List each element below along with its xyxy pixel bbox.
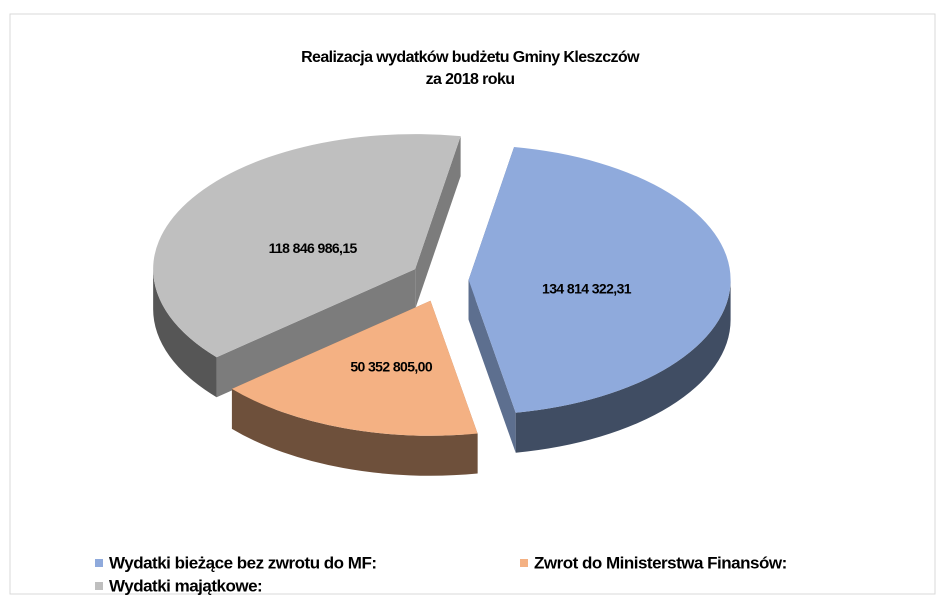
slice-wall — [153, 269, 217, 398]
pie-slice — [468, 146, 731, 413]
data-label: 118 846 986,15 — [269, 240, 358, 256]
legend-label: Wydatki majątkowe: — [109, 576, 262, 595]
pie-slice — [231, 300, 478, 436]
legend-label: Wydatki bieżące bez zwrotu do MF: — [109, 553, 377, 572]
legend-swatch — [520, 559, 528, 567]
data-label: 50 352 805,00 — [350, 359, 433, 375]
chart-title: Realizacja wydatków budżetu Gminy Kleszc… — [301, 49, 640, 66]
slice-side — [415, 136, 461, 310]
slice-side — [216, 269, 416, 398]
pie-slice — [153, 134, 461, 358]
slice-wall — [231, 388, 478, 476]
data-label: 134 814 322,31 — [542, 280, 632, 296]
slice-side — [468, 279, 516, 453]
legend-swatch — [95, 582, 103, 590]
legend-label: Zwrot do Ministerstwa Finansów: — [534, 553, 787, 572]
slice-wall — [515, 279, 731, 453]
legend-swatch — [95, 559, 103, 567]
chart-title: za 2018 roku — [426, 71, 515, 88]
